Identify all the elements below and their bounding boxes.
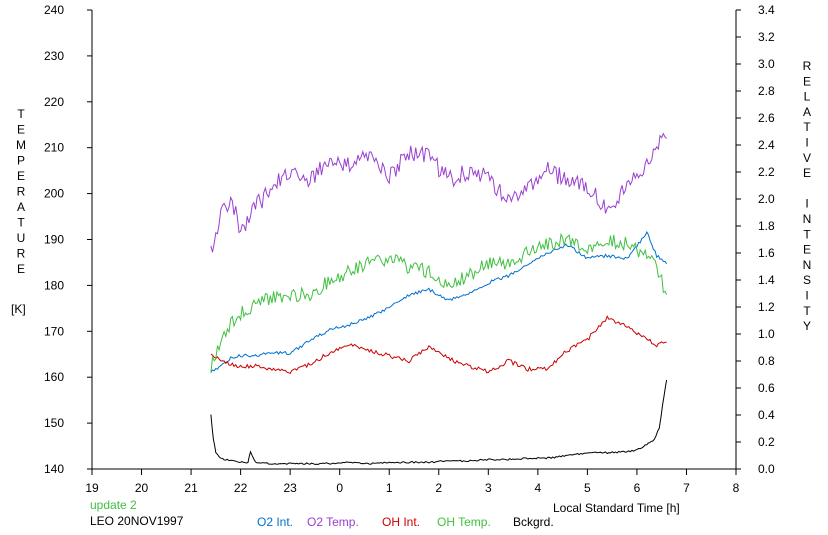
x-tick-label: 7 [683,481,690,495]
x-tick-label: 21 [184,481,198,495]
right-tick-label: 1.8 [758,219,775,233]
left-axis-label-letter: T [17,216,25,230]
right-axis-label-letter: L [804,90,811,104]
right-tick-label: 0.2 [758,435,775,449]
right-axis-label-letter: A [803,105,811,119]
right-axis-label-letter: I [805,136,808,150]
right-axis-label-letter: T [803,304,811,318]
right-axis-label-letter: T [803,120,811,134]
legend-entry: OH Int. [382,515,420,529]
left-tick-label: 150 [44,416,64,430]
x-tick-label: 3 [485,481,492,495]
right-axis-label-letter: V [803,151,811,165]
legend-entry: OH Temp. [437,515,491,529]
right-axis-label-letter: N [803,258,812,272]
right-axis-label-letter: I [805,197,808,211]
left-axis-ticks: 140 150 160 170 180 190 200 210 220 230 240 [44,3,92,476]
left-axis-label-letter: T [17,107,25,121]
x-tick-label: 2 [435,481,442,495]
right-tick-label: 2.4 [758,138,775,152]
series-o2-int-line [210,230,668,373]
x-tick-label: 20 [135,481,149,495]
right-axis-label-letter: R [803,59,812,73]
left-axis-label-letter: E [17,262,25,276]
left-axis-label-letter: M [16,138,26,152]
left-axis-label-letter: U [17,231,26,245]
x-tick-label: 22 [234,481,248,495]
right-axis-ticks: 0.0 0.2 0.4 0.6 0.8 1.0 1.2 1.4 1.6 1.8 2.0 2.2 2.4 2… [736,3,775,476]
x-tick-label: 0 [336,481,343,495]
update-note: update 2 [90,498,137,512]
right-tick-label: 0.8 [758,354,775,368]
right-axis-label-letter: Y [803,319,811,333]
right-tick-label: 0.6 [758,381,775,395]
left-axis-label-letter: E [17,169,25,183]
right-tick-label: 1.0 [758,327,775,341]
left-tick-label: 210 [44,141,64,155]
left-axis-label-letter: P [17,154,25,168]
right-tick-label: 3.2 [758,30,775,44]
right-axis-label-letter: E [803,74,811,88]
series-bckgrd-line [210,379,668,465]
left-axis-label-letter: E [17,123,25,137]
series-lines [210,132,668,465]
x-axis-label: Local Standard Time [h] [553,501,680,515]
x-axis-ticks: 19 20 21 22 23 0 1 2 3 4 5 6 7 8 [85,469,740,495]
right-tick-label: 2.8 [758,84,775,98]
left-axis-label-letter: R [17,185,26,199]
x-tick-label: 5 [584,481,591,495]
left-axis-unit: [K] [11,302,26,316]
left-tick-label: 170 [44,324,64,338]
right-axis-label-letter: E [803,166,811,180]
right-tick-label: 2.6 [758,111,775,125]
left-tick-label: 220 [44,95,64,109]
right-axis-label-letter: S [803,273,811,287]
right-tick-label: 1.2 [758,300,775,314]
right-tick-label: 3.0 [758,57,775,71]
right-tick-label: 3.4 [758,3,775,17]
x-tick-label: 19 [85,481,99,495]
left-axis-label-letter: R [17,247,26,261]
legend: O2 Int. O2 Temp. OH Int. OH Temp. Bckgrd. [257,515,554,529]
right-tick-label: 0.4 [758,408,775,422]
right-tick-label: 2.0 [758,192,775,206]
right-axis-label-letter: E [803,243,811,257]
left-tick-label: 240 [44,3,64,17]
series-o2-temp-line [210,132,667,253]
right-axis-label-letter: I [805,289,808,303]
left-tick-label: 180 [44,278,64,292]
x-tick-label: 8 [733,481,740,495]
x-tick-label: 23 [283,481,297,495]
left-tick-label: 200 [44,187,64,201]
x-tick-label: 4 [535,481,542,495]
left-tick-label: 160 [44,370,64,384]
right-tick-label: 2.2 [758,165,775,179]
right-axis-label-letter: T [803,227,811,241]
left-tick-label: 140 [44,462,64,476]
x-tick-label: 6 [634,481,641,495]
left-tick-label: 230 [44,49,64,63]
right-tick-label: 0.0 [758,462,775,476]
right-axis-label-letter: N [803,212,812,226]
series-oh-temp-line [210,232,668,373]
series-oh-int-line [210,315,667,375]
station-date: LEO 20NOV1997 [90,514,184,528]
left-axis-label-letter: A [17,200,25,214]
legend-entry: Bckgrd. [513,515,554,529]
x-tick-label: 1 [386,481,393,495]
legend-entry: O2 Temp. [307,515,359,529]
right-tick-label: 1.6 [758,246,775,260]
legend-entry: O2 Int. [257,515,293,529]
right-tick-label: 1.4 [758,273,775,287]
left-tick-label: 190 [44,233,64,247]
